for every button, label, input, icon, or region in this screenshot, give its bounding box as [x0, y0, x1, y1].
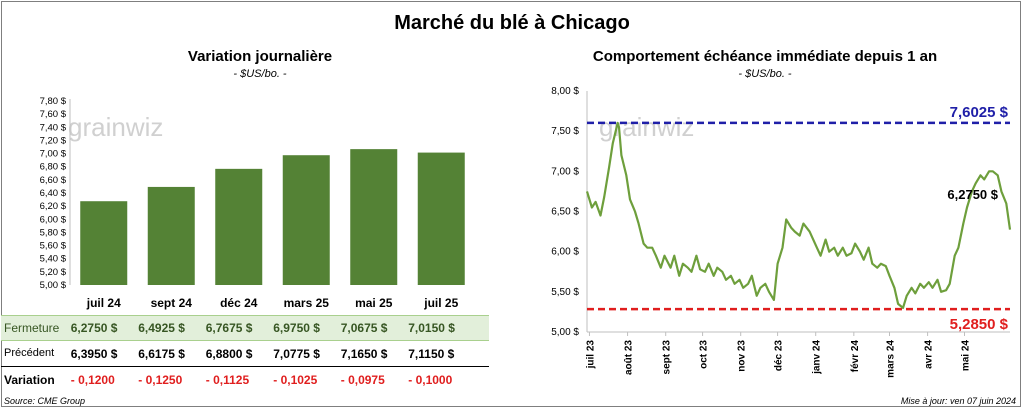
bar	[417, 152, 465, 285]
table-cell: 6,6175 $	[138, 347, 185, 361]
table-cell: - 0,1025	[273, 373, 318, 387]
y-tick-label: 7,40 $	[40, 122, 67, 133]
table-cell: 6,4925 $	[138, 321, 185, 335]
row-label-variation: Variation	[4, 373, 55, 387]
y-tick-label: 6,00 $	[40, 214, 67, 225]
table-cell: 6,2750 $	[70, 321, 118, 335]
last-price-label: 6,2750 $	[947, 187, 998, 202]
table-cell: - 0,1200	[70, 373, 115, 387]
row-label-previous: Précédent	[4, 347, 55, 359]
bar-chart: grainwiz 5,00 $ 5,20 $ 5,40 $ 5,60 $ 5,80 $ 6…	[40, 96, 465, 310]
x-tick-label: juil 24	[86, 296, 121, 310]
y-tick-label: 6,50 $	[551, 207, 579, 218]
y-tick-label: 8,00 $	[551, 86, 579, 97]
source-note: Source: CME Group	[4, 396, 86, 406]
y-tick-label: 6,80 $	[40, 162, 67, 173]
watermark: grainwiz	[68, 112, 163, 142]
table-cell: 7,1150 $	[408, 347, 455, 361]
table-cell: - 0,0975	[340, 373, 385, 387]
table-cell: 6,3950 $	[70, 347, 118, 361]
right-chart-title: Comportement échéance immédiate depuis 1…	[592, 48, 938, 65]
low-reference-label: 5,2850 $	[950, 316, 1009, 333]
x-tick-label: mai 25	[355, 296, 393, 310]
table-cell: - 0,1125	[205, 373, 250, 387]
y-tick-label: 6,20 $	[40, 201, 67, 212]
bar	[350, 149, 398, 285]
x-tick-label: juil 23	[585, 340, 596, 370]
x-tick-label: oct 23	[699, 340, 710, 369]
table-cell: 7,0150 $	[408, 321, 455, 335]
x-tick-label: déc 24	[220, 296, 258, 310]
right-chart-unit: - $US/bo. -	[738, 68, 792, 80]
page-title: Marché du blé à Chicago	[394, 12, 630, 34]
y-tick-label: 5,50 $	[551, 287, 579, 298]
x-tick-label: mai 24	[961, 340, 972, 372]
table-cell: 7,0775 $	[273, 347, 320, 361]
y-tick-label: 5,00 $	[551, 327, 579, 338]
table-cell: 7,1650 $	[340, 347, 388, 361]
x-tick-label: sept 24	[151, 296, 193, 310]
table-cell: - 0,1250	[138, 373, 183, 387]
x-tick-label: mars 24	[885, 340, 896, 378]
y-tick-label: 6,00 $	[551, 247, 579, 258]
x-tick-label: mars 25	[284, 296, 330, 310]
bar	[147, 186, 195, 285]
y-tick-label: 5,00 $	[40, 280, 67, 291]
x-tick-label: juil 25	[423, 296, 458, 310]
left-chart-title: Variation journalière	[187, 48, 333, 65]
y-tick-label: 6,40 $	[40, 188, 67, 199]
table-cell: 6,7675 $	[205, 321, 253, 335]
closing-row-highlight	[1, 315, 489, 341]
x-tick-label: févr 24	[850, 340, 861, 373]
update-note: Mise à jour: ven 07 juin 2024	[900, 396, 1016, 406]
bar	[282, 155, 330, 285]
y-tick-label: 5,80 $	[40, 227, 67, 238]
table-cell: 6,9750 $	[273, 321, 320, 335]
x-tick-label: déc 23	[774, 340, 785, 372]
table-cell: 7,0675 $	[340, 321, 388, 335]
y-tick-label: 7,00 $	[551, 166, 579, 177]
y-tick-label: 7,20 $	[40, 135, 67, 146]
x-tick-label: avr 24	[924, 340, 935, 369]
x-tick-label: sept 23	[662, 340, 673, 375]
y-tick-label: 7,60 $	[40, 109, 67, 120]
y-tick-label: 5,20 $	[40, 267, 67, 278]
y-tick-label: 7,50 $	[551, 126, 579, 137]
x-tick-label: août 23	[624, 340, 635, 375]
left-chart-unit: - $US/bo. -	[233, 68, 287, 80]
y-tick-label: 7,00 $	[40, 149, 67, 160]
price-line	[585, 121, 1012, 309]
y-tick-label: 7,80 $	[40, 96, 67, 107]
bar	[215, 168, 263, 285]
x-tick-label: nov 23	[737, 340, 748, 372]
row-label-closing: Fermeture	[4, 321, 60, 335]
high-reference-label: 7,6025 $	[950, 104, 1009, 121]
table-cell: 6,8800 $	[205, 347, 253, 361]
y-tick-label: 5,60 $	[40, 241, 67, 252]
bar	[80, 201, 128, 285]
y-tick-label: 5,40 $	[40, 254, 67, 265]
table-cell: - 0,1000	[408, 373, 453, 387]
table-divider	[1, 366, 489, 367]
y-tick-label: 6,60 $	[40, 175, 67, 186]
x-tick-label: janv 24	[812, 340, 823, 375]
